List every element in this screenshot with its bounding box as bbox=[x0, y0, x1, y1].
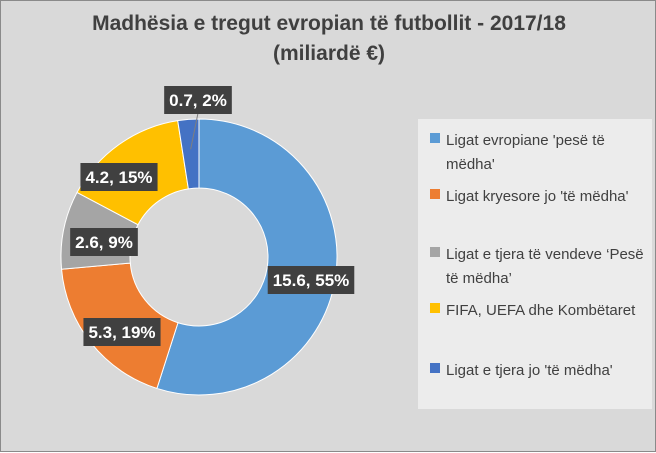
data-label-3: 2.6, 9% bbox=[70, 228, 138, 256]
legend-label: Ligat e tjera jo 'të mëdha' bbox=[446, 362, 613, 379]
data-label-5: 0.7, 2% bbox=[164, 86, 232, 114]
legend-swatch bbox=[430, 247, 440, 257]
data-label-text: 5.3, 19% bbox=[88, 323, 155, 342]
data-label-4: 4.2, 15% bbox=[80, 163, 158, 191]
legend-label: Ligat evropiane 'pesë të mëdha' bbox=[446, 132, 605, 173]
donut-slice-1 bbox=[156, 118, 338, 396]
data-label-text: 15.6, 55% bbox=[273, 271, 350, 290]
data-label-box bbox=[83, 318, 161, 346]
legend-label: Ligat e tjera të vendeve ‘Pesë të mëdha’ bbox=[446, 246, 644, 287]
chart-title-line-2: (miliardë €) bbox=[272, 42, 386, 65]
data-label-box bbox=[80, 163, 158, 191]
legend: Ligat evropiane 'pesë të mëdha' Ligat kry… bbox=[418, 119, 652, 409]
chart-title-line-1: Madhësia e tregut evropian të futbollit … bbox=[92, 12, 566, 35]
legend-label: Ligat kryesore jo 'të mëdha' bbox=[446, 188, 629, 205]
legend-swatch bbox=[430, 303, 440, 313]
legend-swatch bbox=[430, 133, 440, 143]
legend-swatch bbox=[430, 363, 440, 373]
data-label-text: 4.2, 15% bbox=[85, 168, 152, 187]
data-label-box bbox=[164, 86, 232, 114]
data-label-1: 15.6, 55% bbox=[267, 266, 355, 294]
legend-label: FIFA, UEFA dhe Kombëtaret bbox=[446, 302, 636, 319]
data-label-box bbox=[70, 228, 138, 256]
data-label-text: 0.7, 2% bbox=[169, 91, 227, 110]
data-label-2: 5.3, 19% bbox=[83, 318, 161, 346]
leader-line bbox=[190, 112, 199, 150]
data-label-text: 2.6, 9% bbox=[75, 233, 133, 252]
data-label-box bbox=[267, 266, 355, 294]
chart-title: Madhësia e tregut evropian të futbollit … bbox=[61, 9, 597, 69]
legend-swatch bbox=[430, 189, 440, 199]
